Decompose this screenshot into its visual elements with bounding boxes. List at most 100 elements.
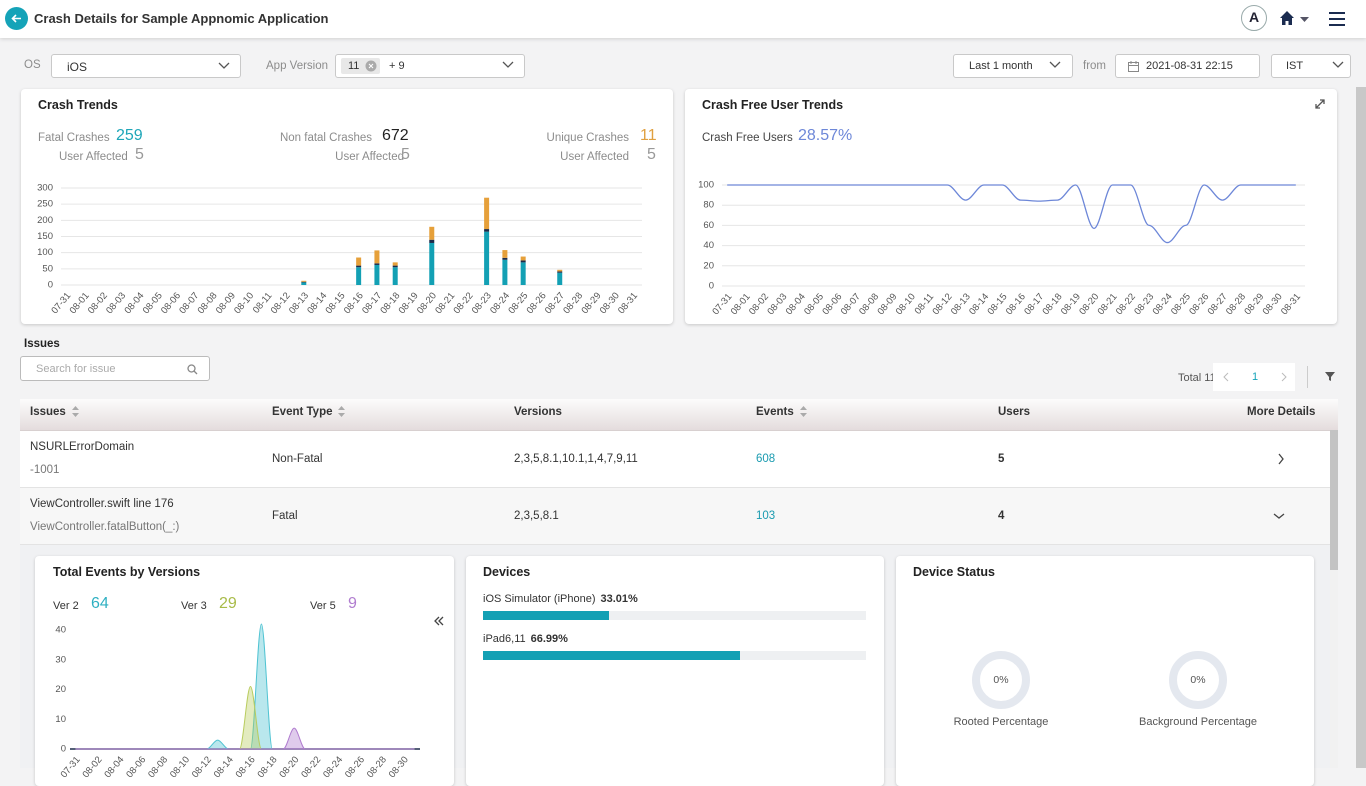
x-tick-label: 08-24	[321, 754, 345, 780]
x-tick-label: 08-21	[1096, 291, 1120, 317]
stat-label: Unique Crashes	[546, 132, 629, 144]
y-tick-label: 50	[42, 263, 53, 274]
bar-segment	[392, 267, 398, 285]
bar-segment	[502, 250, 508, 258]
y-tick-label: 100	[37, 247, 53, 258]
y-tick-label: 0	[61, 744, 66, 755]
x-tick-label: 08-30	[387, 754, 411, 780]
bar-track	[483, 611, 866, 620]
range-select[interactable]: Last 1 month	[953, 54, 1073, 78]
x-tick-label: 08-30	[598, 290, 622, 316]
bar-segment	[356, 265, 362, 268]
version-select[interactable]: 11 + 9	[335, 54, 525, 78]
users: 5	[998, 453, 1005, 465]
donut-value: 0%	[1190, 674, 1206, 686]
bar	[483, 611, 610, 620]
donut-value: 0%	[993, 674, 1009, 686]
stat-value: 28.57%	[798, 127, 853, 144]
back-button[interactable]	[5, 7, 28, 30]
sort-icon[interactable]	[337, 405, 346, 419]
device-value: 33.01%	[600, 593, 638, 605]
bar-segment	[374, 250, 380, 264]
bar-segment	[392, 262, 398, 266]
x-tick-label: 08-26	[1187, 291, 1211, 317]
y-tick-label: 10	[55, 714, 66, 725]
devices-card: Devices iOS Simulator (iPhone) 33.01% iPad…	[466, 556, 884, 786]
chip-remove[interactable]	[365, 60, 377, 72]
collapse-icon[interactable]	[434, 616, 444, 626]
x-tick-label: 08-24	[1151, 291, 1175, 317]
x-tick-label: 08-26	[525, 290, 549, 316]
prev-page[interactable]	[1222, 372, 1230, 382]
donut-label: Background Percentage	[1138, 716, 1258, 728]
bar-segment	[484, 229, 490, 232]
x-tick-label: 08-06	[820, 291, 844, 317]
bar-segment	[429, 226, 435, 240]
stat-label: Crash Free Users	[702, 132, 793, 144]
column-header[interactable]: Events	[756, 406, 794, 418]
sort-icon[interactable]	[71, 405, 80, 419]
stat-users: 5	[135, 146, 144, 163]
version-chip-text: 11	[348, 60, 360, 72]
versions-chart: 01020304007-3108-0208-0408-0608-0808-100…	[55, 623, 420, 780]
column-header[interactable]: Issues	[30, 406, 66, 418]
bar-segment	[484, 197, 490, 230]
bar-segment	[520, 262, 526, 285]
hamburger-menu[interactable]	[1328, 11, 1346, 27]
avatar[interactable]: A	[1241, 5, 1267, 31]
bar-segment	[301, 282, 307, 285]
x-tick-label: 08-31	[1279, 291, 1303, 317]
expand-icon[interactable]	[1314, 98, 1326, 110]
x-tick-label: 08-27	[1206, 291, 1230, 317]
x-tick-label: 08-14	[967, 291, 991, 317]
area	[75, 686, 415, 750]
crash-free-card: Crash Free User Trends Crash Free Users …	[685, 89, 1337, 324]
x-tick-label: 08-02	[81, 754, 105, 780]
timezone-select[interactable]: IST	[1271, 54, 1351, 78]
search-input[interactable]: Search for issue	[20, 356, 210, 381]
line	[727, 184, 1296, 244]
date-input[interactable]: 2021-08-31 22:15	[1115, 54, 1260, 78]
page-scroll-thumb[interactable]	[1356, 87, 1366, 768]
os-select[interactable]: iOS	[51, 54, 241, 78]
chevron	[1332, 61, 1344, 68]
event-type: Fatal	[272, 510, 298, 522]
column-header[interactable]: Event Type	[272, 406, 333, 418]
sort-icon[interactable]	[799, 405, 808, 419]
bar-segment	[301, 280, 307, 282]
x-tick-label: 08-28	[365, 754, 389, 780]
x-tick-label: 08-22	[451, 290, 475, 316]
x-tick-label: 08-10	[894, 291, 918, 317]
inner-scroll-track	[1330, 430, 1338, 768]
issue-detail: ViewController.fatalButton(_:)	[30, 521, 180, 533]
filter-icon[interactable]	[1325, 371, 1336, 382]
x-tick-label: 08-01	[68, 290, 92, 316]
x-tick-label: 08-25	[506, 290, 530, 316]
row-collapse[interactable]	[1273, 512, 1285, 520]
table-row[interactable]	[20, 431, 1330, 488]
table-row[interactable]	[20, 488, 1330, 545]
row-expand[interactable]	[1277, 453, 1285, 465]
x-tick-label: 08-09	[875, 291, 899, 317]
bar-segment	[429, 242, 435, 285]
card-title: Device Status	[913, 565, 995, 579]
page-title: Crash Details for Sample Appnomic Applic…	[34, 11, 329, 26]
card-title: Crash Trends	[38, 98, 118, 112]
version-more: + 9	[389, 60, 405, 72]
card-title: Total Events by Versions	[53, 565, 201, 579]
current-page[interactable]: 1	[1252, 371, 1259, 383]
next-page[interactable]	[1280, 372, 1288, 382]
x-tick-label: 08-21	[433, 290, 457, 316]
x-tick-label: 08-13	[287, 290, 311, 316]
x-tick-label: 08-05	[802, 291, 826, 317]
stat-users-label: User Affected	[335, 151, 404, 163]
inner-scroll-thumb[interactable]	[1330, 430, 1338, 570]
home-menu[interactable]	[1279, 10, 1313, 28]
x-tick-label: 08-07	[839, 291, 863, 317]
y-tick-label: 80	[703, 200, 714, 211]
crash-trends-chart: 05010015020025030007-3108-0108-0208-0308…	[37, 183, 642, 316]
column-header: More Details	[1247, 406, 1316, 418]
issue-detail: -1001	[30, 464, 60, 476]
x-tick-label: 08-05	[141, 290, 165, 316]
x-tick-label: 08-20	[415, 290, 439, 316]
